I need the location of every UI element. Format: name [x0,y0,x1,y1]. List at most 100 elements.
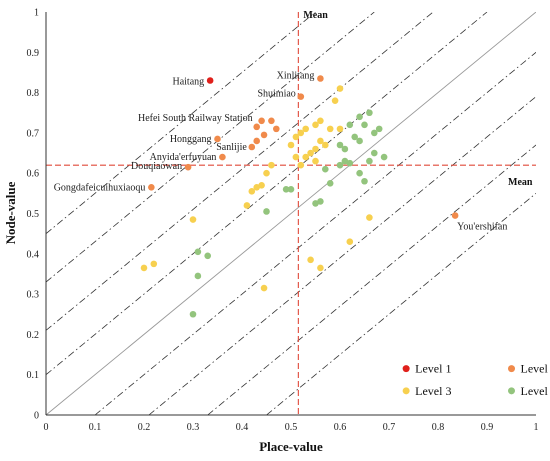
x-tick-label: 1 [534,422,539,433]
point-level-4 [351,133,359,141]
y-tick-label: 0.6 [27,169,40,180]
point-level-3 [317,264,324,272]
point-level-3 [312,157,319,165]
point-annotation: Hefei South Railway Station [138,113,253,124]
tick-labels: 0 0.1 0.2 0.3 0.4 0.5 0.6 0.7 0.8 0.9 1 0 0.1 0.2 0.3 0… [27,8,539,434]
point-level-2 [297,93,305,100]
data-points [140,75,459,318]
y-tick-label: 1 [34,8,39,19]
point-level-2 [248,143,256,151]
y-tick-label: 0.9 [27,48,40,59]
point-annotation: Haitang [172,77,204,88]
y-tick-label: 0.1 [27,370,40,381]
legend-marker [508,365,515,373]
mean-label-vertical: Mean [303,10,328,21]
point-level-4 [375,125,383,133]
point-annotation: Douqiaowan [131,161,182,172]
x-tick-label: 0.6 [334,422,347,433]
point-annotation: Sanlijie [216,142,247,153]
point-annotation: Xinlitang [277,70,315,81]
point-level-3 [317,117,324,125]
point-level-4 [287,186,295,193]
diagonal-line-8 [46,12,316,234]
point-level-3 [312,145,319,153]
legend-label: Level 1 [415,362,451,376]
point-level-2 [317,75,324,82]
reference-lines [46,12,536,415]
point-level-4 [189,310,197,318]
x-tick-label: 0.7 [383,422,396,433]
point-level-4 [371,149,378,157]
x-tick-label: 0 [44,422,49,433]
point-level-4 [194,248,202,256]
point-level-1 [206,77,214,84]
point-level-4 [356,137,363,145]
legend-label: Level 4 [521,384,550,398]
point-level-3 [312,121,319,129]
point-level-3 [346,238,354,246]
point-level-3 [336,125,344,133]
x-axis-title: Place-value [259,439,323,454]
point-level-2 [268,117,275,125]
point-level-4 [282,186,290,193]
legend-marker [402,365,410,373]
point-level-3 [292,153,300,161]
point-level-3 [268,161,275,169]
point-level-3 [297,161,305,169]
point-annotation: Honggang [170,134,212,145]
diagonal-line-6 [46,12,434,331]
point-level-4 [326,179,334,187]
point-annotation: You'ershifan [457,222,507,233]
point-level-3 [292,133,300,141]
point-level-2 [451,212,459,219]
point-level-4 [341,145,349,153]
legend-marker [402,387,410,395]
legend-label: Level 2 [521,362,550,376]
x-tick-label: 0.3 [187,422,200,433]
diagonal-line-5 [46,12,488,376]
y-tick-label: 0.5 [27,209,40,220]
y-axis-title: Node-value [3,181,18,244]
point-level-2 [219,153,226,161]
point-level-4 [322,165,329,173]
legend-label: Level 3 [415,384,451,398]
y-tick-label: 0.4 [27,249,40,260]
point-level-2 [214,135,221,143]
diagonal-line-0 [266,193,536,415]
point-level-3 [150,260,158,268]
point-level-2 [148,184,155,191]
point-level-3 [331,97,339,104]
diagonal-line-1 [207,144,536,415]
point-level-3 [297,129,305,137]
point-annotation: Anyida'erfuyuan [150,152,217,163]
point-level-4 [371,129,378,137]
identity-line [46,12,536,415]
mean-label-horizontal: Mean [508,177,533,188]
point-level-4 [361,121,368,129]
x-tick-label: 0.5 [285,422,298,433]
point-level-4 [341,157,349,165]
point-level-4 [204,252,211,260]
point-level-4 [366,109,373,117]
annotations: Haitang Xinlitang Shuimiao Hefei South Rail… [54,70,508,232]
point-level-3 [336,85,344,92]
point-level-4 [194,272,202,280]
x-tick-label: 0.8 [432,422,445,433]
point-level-3 [263,169,270,177]
point-level-4 [366,157,373,165]
point-level-3 [307,149,314,157]
point-level-2 [260,131,268,139]
point-level-2 [253,123,260,131]
point-level-2 [253,137,260,145]
legend: Level 1 Level 2 Level 3 Level 4 [402,362,550,398]
y-tick-label: 0.3 [27,290,40,301]
point-level-4 [312,200,319,207]
point-level-3 [366,214,373,221]
x-tick-label: 0.9 [481,422,494,433]
point-level-3 [253,184,260,191]
diagonal-line-7 [46,12,375,283]
point-level-3 [248,188,256,195]
diagonal-line-3 [94,51,536,415]
point-level-3 [243,202,251,209]
